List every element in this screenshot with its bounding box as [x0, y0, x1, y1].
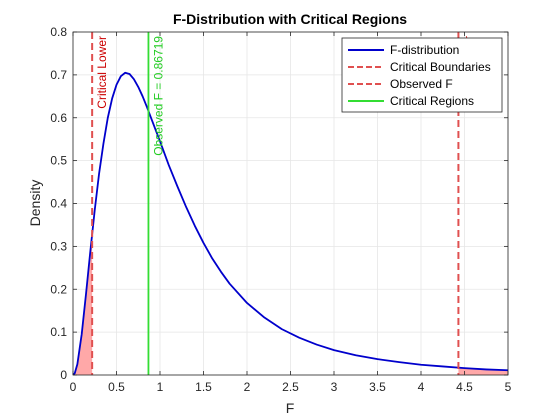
series-line-f-distribution	[73, 71, 508, 375]
x-tick-label: 0	[70, 380, 77, 394]
critical-lower-annotation: Critical Lower	[95, 36, 109, 109]
x-tick-label: 3.5	[369, 380, 386, 394]
legend: F-distribution Critical Boundaries Observe…	[341, 37, 503, 113]
x-axis-label: F	[286, 400, 295, 416]
legend-label: Critical Regions	[390, 94, 474, 108]
y-tick-label: 0.5	[50, 154, 67, 168]
x-tick-label: 2	[244, 380, 251, 394]
legend-label: Observed F	[390, 77, 453, 91]
legend-label: Critical Boundaries	[390, 60, 491, 74]
x-tick-label: 0.5	[108, 380, 125, 394]
lower-critical-region	[73, 234, 93, 375]
x-tick-label: 4.5	[456, 380, 473, 394]
y-tick-label: 0.3	[50, 239, 67, 253]
axis-ticks: 0 0.5 1 1.5 2 2.5 3 3.5 4 4.5 5 0 0.1 0.2 0.3 0.4 0.5 0.6…	[50, 25, 511, 394]
y-tick-label: 0.4	[50, 197, 67, 211]
critical-regions	[73, 234, 508, 375]
y-tick-label: 0.7	[50, 68, 67, 82]
upper-critical-region	[458, 367, 508, 375]
x-tick-label: 3	[331, 380, 338, 394]
chart-title: F-Distribution with Critical Regions	[173, 11, 407, 27]
x-tick-label: 2.5	[282, 380, 299, 394]
x-tick-label: 1	[157, 380, 164, 394]
y-tick-label: 0.6	[50, 111, 67, 125]
legend-label: F-distribution	[390, 43, 459, 57]
y-tick-label: 0.8	[50, 25, 67, 39]
x-tick-label: 1.5	[195, 380, 212, 394]
y-axis-label: Density	[27, 180, 43, 227]
y-tick-label: 0	[60, 368, 67, 382]
x-tick-label: 5	[505, 380, 512, 394]
y-tick-label: 0.1	[50, 325, 67, 339]
series-layer	[73, 71, 508, 375]
y-tick-label: 0.2	[50, 282, 67, 296]
x-tick-label: 4	[418, 380, 425, 394]
observed-f-annotation: Observed F = 0.86719	[151, 36, 165, 156]
